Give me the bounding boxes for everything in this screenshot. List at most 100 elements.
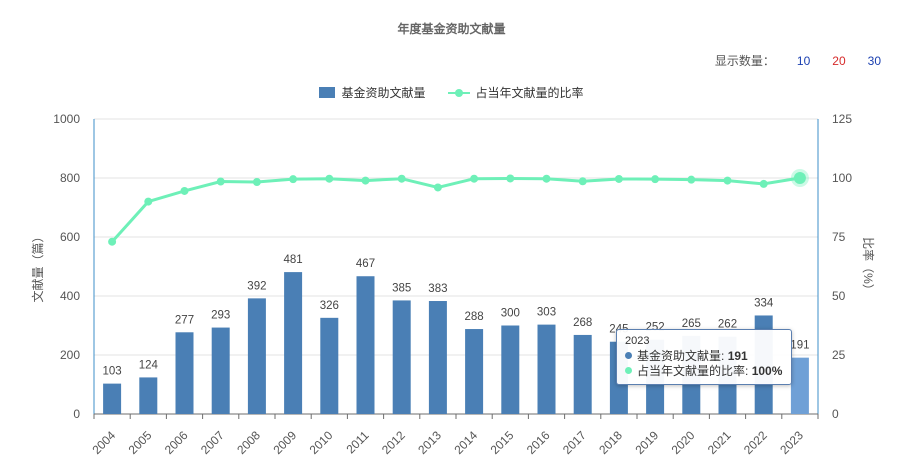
x-tick-label: 2015	[488, 428, 517, 457]
bar-data-label: 265	[682, 318, 701, 330]
bar-dot-icon	[625, 352, 632, 359]
bar-data-label: 392	[247, 280, 266, 292]
bar-data-label: 385	[392, 282, 411, 294]
x-tick-label: 2021	[705, 428, 734, 457]
count-selector: 显示数量： 10 20 30	[715, 52, 881, 69]
count-option-30[interactable]: 30	[867, 53, 881, 68]
bar	[211, 327, 230, 414]
bar-data-label: 467	[356, 258, 375, 270]
count-option-10[interactable]: 10	[796, 53, 811, 68]
x-tick-label: 2023	[777, 428, 806, 457]
bar	[139, 377, 158, 414]
x-tick-label: 2017	[560, 428, 589, 457]
bar	[320, 317, 339, 414]
legend-label-line-series: 占当年文献量的比率	[475, 86, 584, 100]
y-tick-label-left: 400	[60, 289, 80, 303]
y-tick-label-left: 800	[60, 171, 80, 185]
y-axis-title-right: 比率（%）	[861, 237, 876, 296]
y-axis-title-left: 文献量（篇）	[30, 230, 45, 302]
legend-label-bar-series: 基金资助文献量	[341, 86, 426, 100]
legend: 基金资助文献量 占当年文献量的比率	[0, 84, 903, 101]
line-point	[651, 175, 660, 184]
y-tick-label-right: 50	[832, 289, 846, 303]
line-point	[216, 177, 225, 186]
y-tick-label-right: 100	[832, 171, 852, 185]
bar-data-label: 262	[718, 319, 737, 331]
bar-data-label: 334	[754, 297, 774, 309]
line-swatch-icon	[447, 87, 470, 99]
line-point	[361, 176, 370, 185]
bar-data-label: 383	[428, 283, 447, 295]
line-point	[506, 174, 515, 183]
x-tick-label: 2019	[632, 428, 661, 457]
line-point	[397, 174, 406, 183]
chart-title: 年度基金资助文献量	[397, 22, 506, 36]
bar	[103, 383, 122, 414]
bar-data-label: 191	[790, 340, 809, 352]
x-tick-label: 2022	[741, 428, 770, 457]
line-point	[180, 186, 189, 195]
bar-swatch-icon	[319, 87, 336, 98]
tooltip-row-bar: 基金资助文献量: 191	[625, 349, 783, 364]
x-tick-label: 2007	[198, 428, 227, 457]
count-selector-label: 显示数量：	[714, 54, 775, 68]
line-point	[687, 175, 696, 184]
y-tick-label-right: 125	[832, 112, 852, 126]
bar-data-label: 268	[573, 317, 592, 329]
bar	[573, 334, 592, 414]
tooltip-year: 2023	[625, 335, 650, 347]
tooltip-row-line: 占当年文献量的比率: 100%	[625, 364, 783, 379]
bar	[175, 332, 194, 414]
bar-data-label: 300	[501, 308, 520, 320]
y-tick-label-right: 75	[832, 230, 846, 244]
x-tick-label: 2013	[415, 428, 444, 457]
x-tick-label: 2016	[524, 428, 553, 457]
line-point	[470, 174, 479, 183]
tooltip-label-bar: 基金资助文献量:	[637, 349, 725, 363]
x-tick-label: 2011	[343, 428, 371, 456]
y-tick-label-right: 0	[832, 407, 839, 421]
line-point	[578, 177, 587, 186]
ratio-line	[110, 176, 801, 243]
bar	[465, 329, 484, 414]
line-point	[144, 197, 153, 206]
x-tick-label: 2006	[162, 428, 191, 457]
line-point	[614, 174, 623, 183]
bar-data-label: 293	[211, 310, 230, 322]
bar-data-label: 481	[284, 254, 303, 266]
line-point	[433, 183, 442, 192]
bar-data-label: 303	[537, 307, 556, 319]
line-point	[252, 178, 261, 187]
legend-item-line-series[interactable]: 占当年文献量的比率	[447, 84, 584, 101]
x-tick-label: 2010	[307, 428, 336, 457]
x-tick-label: 2009	[270, 428, 299, 457]
x-tick-label: 2018	[596, 428, 625, 457]
line-point	[793, 172, 806, 184]
x-tick-label: 2004	[89, 428, 118, 457]
line-point	[289, 175, 298, 184]
tooltip-label-line: 占当年文献量的比率:	[637, 364, 749, 378]
count-option-20[interactable]: 20	[832, 53, 846, 68]
bar	[247, 298, 266, 414]
bar-data-label: 124	[139, 359, 159, 371]
y-tick-label-left: 0	[73, 407, 80, 421]
y-tick-label-left: 200	[60, 348, 80, 362]
bar-data-label: 277	[175, 314, 194, 326]
bar	[392, 300, 411, 414]
x-tick-label: 2012	[379, 428, 408, 457]
bar	[284, 272, 303, 414]
legend-item-bar-series[interactable]: 基金资助文献量	[319, 84, 426, 101]
x-tick-label: 2005	[126, 428, 155, 457]
bar-data-label: 326	[320, 300, 339, 312]
bar	[537, 324, 556, 414]
y-tick-label-left: 600	[60, 230, 80, 244]
line-point	[723, 176, 732, 185]
bar-data-label: 103	[103, 366, 122, 378]
x-tick-label: 2014	[451, 428, 480, 457]
bar-data-label: 288	[465, 311, 484, 323]
y-tick-label-left: 1000	[53, 112, 80, 126]
tooltip-value-line: 100%	[751, 364, 783, 378]
line-point	[759, 179, 768, 188]
bar	[428, 301, 447, 414]
